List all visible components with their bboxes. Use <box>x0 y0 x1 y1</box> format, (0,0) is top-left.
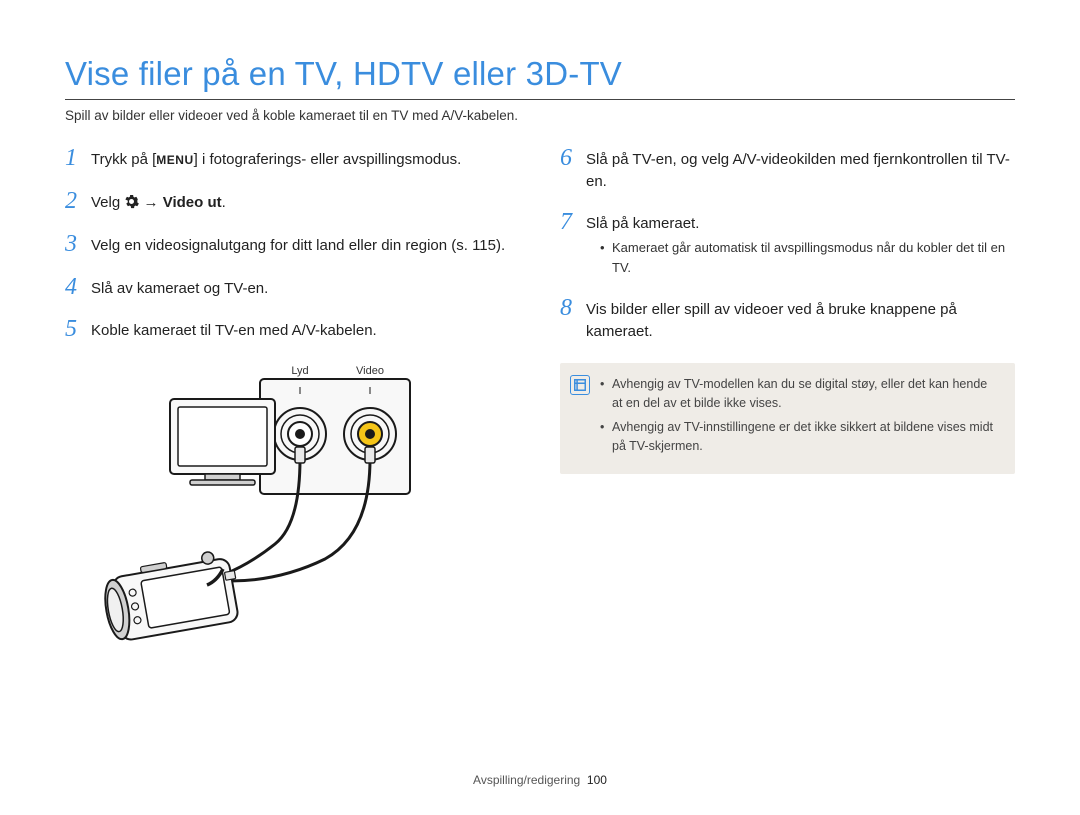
step-number: 3 <box>65 231 91 257</box>
step-text: Vis bilder eller spill av videoer ved å … <box>586 295 1015 343</box>
step-6: 6 Slå på TV-en, og velg A/V-videokilden … <box>560 145 1015 193</box>
note-bullets: Avhengig av TV-modellen kan du se digita… <box>600 375 1001 456</box>
connection-diagram: Lyd Video <box>95 359 520 654</box>
steps-left: 1 Trykk på [MENU] i fotograferings- elle… <box>65 145 520 342</box>
gear-icon <box>124 194 139 216</box>
note-box: Avhengig av TV-modellen kan du se digita… <box>560 363 1015 474</box>
step-text: Slå av kameraet og TV-en. <box>91 274 268 300</box>
right-column: 6 Slå på TV-en, og velg A/V-videokilden … <box>560 145 1015 653</box>
step-text: Slå på kameraet. <box>586 215 699 232</box>
step-3: 3 Velg en videosignalutgang for ditt lan… <box>65 231 520 257</box>
step-text: Trykk på [ <box>91 151 156 168</box>
step-text: ] i fotograferings- eller avspillingsmod… <box>194 151 462 168</box>
note-bullet: Avhengig av TV-modellen kan du se digita… <box>600 375 1001 413</box>
step-number: 2 <box>65 188 91 214</box>
step-number: 1 <box>65 145 91 171</box>
step-text-strong: Video ut <box>163 194 222 211</box>
page-footer: Avspilling/redigering 100 <box>0 773 1080 787</box>
step-number: 6 <box>560 145 586 171</box>
step-text: Slå på TV-en, og velg A/V-videokilden me… <box>586 145 1015 193</box>
diagram-label-audio: Lyd <box>291 365 308 377</box>
left-column: 1 Trykk på [MENU] i fotograferings- elle… <box>65 145 520 653</box>
step-4: 4 Slå av kameraet og TV-en. <box>65 274 520 300</box>
step-sub-bullets: Kameraet går automatisk til avspillingsm… <box>586 238 1015 277</box>
diagram-label-video: Video <box>356 365 384 377</box>
note-bullet: Avhengig av TV-innstillingene er det ikk… <box>600 418 1001 456</box>
step-number: 5 <box>65 316 91 342</box>
step-text: . <box>222 194 226 211</box>
note-icon <box>570 375 590 395</box>
step-2: 2 Velg → Video ut. <box>65 188 520 216</box>
step-8: 8 Vis bilder eller spill av videoer ved … <box>560 295 1015 343</box>
step-1: 1 Trykk på [MENU] i fotograferings- elle… <box>65 145 520 171</box>
step-number: 4 <box>65 274 91 300</box>
step-text: Koble kameraet til TV-en med A/V-kabelen… <box>91 316 377 342</box>
step-text: Velg en videosignalutgang for ditt land … <box>91 231 505 257</box>
step-text: Velg <box>91 194 124 211</box>
page-title: Vise filer på en TV, HDTV eller 3D-TV <box>65 55 1015 93</box>
steps-right: 6 Slå på TV-en, og velg A/V-videokilden … <box>560 145 1015 343</box>
step-number: 7 <box>560 209 586 235</box>
title-separator <box>65 99 1015 100</box>
step-5: 5 Koble kameraet til TV-en med A/V-kabel… <box>65 316 520 342</box>
sub-bullet: Kameraet går automatisk til avspillingsm… <box>600 238 1015 277</box>
step-text: → <box>139 194 162 211</box>
av-connection-illustration: Lyd Video <box>95 359 430 649</box>
footer-page-number: 100 <box>587 773 607 787</box>
footer-section: Avspilling/redigering <box>473 773 580 787</box>
menu-label: MENU <box>156 153 193 167</box>
step-7: 7 Slå på kameraet. Kameraet går automati… <box>560 209 1015 280</box>
step-number: 8 <box>560 295 586 321</box>
page-subtitle: Spill av bilder eller videoer ved å kobl… <box>65 108 1015 123</box>
